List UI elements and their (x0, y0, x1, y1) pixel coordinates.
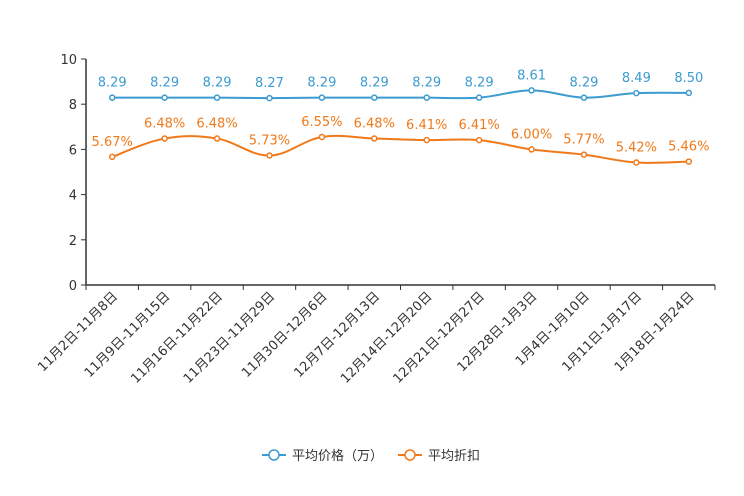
data-label: 6.41% (458, 118, 499, 133)
data-point[interactable] (475, 136, 483, 144)
legend-marker-icon (404, 449, 416, 461)
data-label: 6.00% (511, 127, 552, 142)
y-tick-label: 8 (69, 98, 77, 113)
data-point[interactable] (633, 89, 640, 97)
data-label: 8.29 (569, 76, 598, 91)
data-point[interactable] (108, 94, 116, 101)
data-label: 6.48% (144, 117, 185, 132)
data-point[interactable] (318, 133, 326, 141)
data-point[interactable] (423, 94, 430, 101)
data-point[interactable] (475, 94, 483, 101)
data-label: 8.29 (98, 76, 127, 91)
data-point[interactable] (161, 135, 168, 142)
data-point[interactable] (580, 151, 588, 158)
y-tick-label: 6 (69, 143, 77, 158)
data-point[interactable] (213, 135, 221, 142)
data-point[interactable] (108, 153, 116, 161)
data-point[interactable] (266, 94, 273, 102)
data-label: 8.29 (465, 76, 494, 91)
data-label: 8.61 (517, 68, 546, 83)
legend-marker-icon (268, 449, 280, 461)
series-1 (108, 87, 693, 102)
axes: 024681011月2日-11月8日11月9日-11月15日11月16日-11月… (35, 53, 716, 387)
legend-label: 平均价格（万） (292, 448, 383, 464)
data-label: 5.42% (616, 141, 657, 156)
data-label: 6.48% (354, 117, 395, 132)
x-tick-label: 12月14日-12月20日 (338, 289, 435, 386)
data-point[interactable] (266, 152, 273, 159)
data-label: 6.55% (301, 115, 342, 130)
data-label: 8.49 (622, 71, 651, 86)
data-label: 6.41% (406, 118, 447, 133)
y-tick-label: 2 (69, 234, 77, 249)
data-label: 5.73% (249, 134, 290, 149)
data-label: 5.67% (92, 135, 133, 150)
data-point[interactable] (161, 94, 168, 101)
series-2 (108, 133, 693, 166)
data-point[interactable] (580, 94, 588, 101)
y-tick-label: 0 (69, 279, 77, 294)
data-point[interactable] (423, 136, 430, 144)
data-label: 6.48% (196, 117, 237, 132)
data-point[interactable] (371, 94, 378, 101)
y-tick-label: 10 (60, 53, 77, 68)
data-labels: 8.29 8.29 8.29 8.27 8.29 8.29 8.29 8.29 8.61 8.29… (92, 68, 710, 155)
data-label: 8.29 (307, 76, 336, 91)
series-line (112, 89, 689, 100)
data-label: 8.50 (674, 71, 703, 86)
data-label: 8.29 (203, 76, 232, 91)
legend[interactable]: 平均价格（万） 平均折扣 (262, 448, 480, 464)
data-label: 5.77% (563, 133, 604, 148)
data-point[interactable] (685, 158, 693, 165)
x-tick-label: 11月23日-11月29日 (181, 289, 278, 386)
x-tick-label: 11月16日-11月22日 (128, 289, 225, 386)
data-label: 8.29 (412, 76, 441, 91)
data-point[interactable] (528, 87, 535, 94)
data-label: 8.27 (255, 76, 284, 91)
data-point[interactable] (213, 94, 221, 101)
y-tick-label: 4 (69, 189, 77, 204)
data-point[interactable] (528, 146, 535, 153)
data-label: 5.46% (668, 140, 709, 155)
x-tick-label: 12月21日-12月27日 (390, 289, 487, 386)
data-point[interactable] (633, 159, 640, 166)
data-point[interactable] (318, 94, 326, 101)
data-label: 8.29 (360, 76, 389, 91)
data-point[interactable] (685, 89, 693, 97)
legend-item-2[interactable]: 平均折扣 (398, 449, 480, 464)
legend-item-1[interactable]: 平均价格（万） (262, 448, 383, 464)
legend-label: 平均折扣 (428, 449, 480, 464)
data-point[interactable] (371, 135, 378, 142)
data-label: 8.29 (150, 76, 179, 91)
series-line (111, 134, 689, 164)
series-layer (108, 87, 693, 166)
